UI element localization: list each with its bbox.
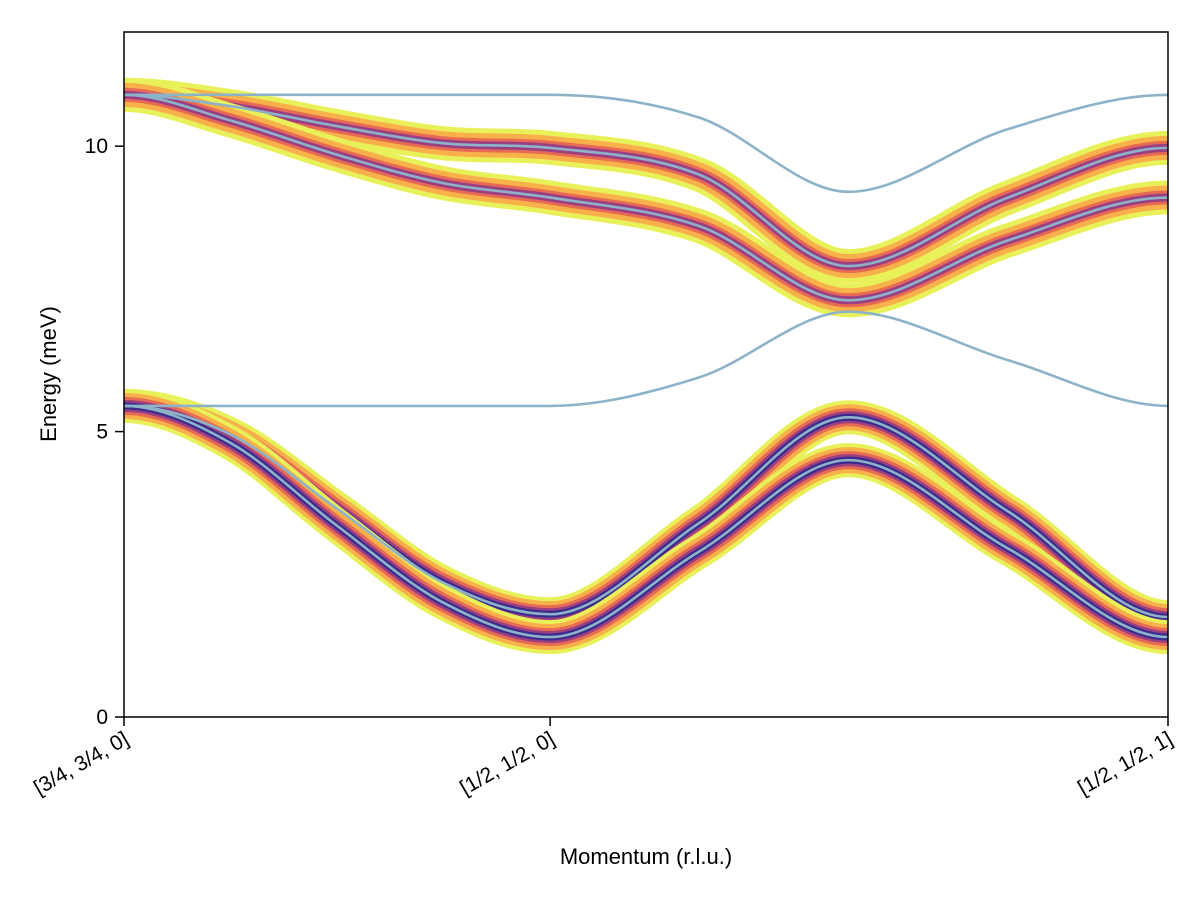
y-tick-label: 0 (96, 706, 108, 729)
dispersion-line-group (124, 93, 1168, 639)
y-tick-label: 5 (96, 421, 108, 444)
x-tick-label: [1/2, 1/2, 0] (456, 727, 559, 799)
x-axis-title: Momentum (r.l.u.) (560, 844, 732, 869)
dispersion-line-4 (124, 310, 1168, 408)
y-tick-label: 10 (85, 135, 108, 158)
plot-frame (123, 31, 1169, 718)
x-axis-ticks: [3/4, 3/4, 0] [1/2, 1/2, 0] [1/2, 1/2, 1] (30, 717, 1177, 800)
y-axis-ticks: 0 5 10 (85, 135, 124, 729)
x-tick-label: [1/2, 1/2, 1] (1074, 727, 1177, 799)
dispersion-line-3 (124, 93, 1168, 302)
dispersion-line-1 (124, 93, 1168, 194)
dispersion-line-6 (124, 404, 1168, 639)
dispersion-bands (124, 77, 1168, 655)
y-axis-title: Energy (meV) (36, 306, 61, 442)
x-tick-label: [3/4, 3/4, 0] (30, 727, 133, 799)
intensity-halo-group (124, 77, 1168, 655)
dispersion-line-5 (124, 404, 1168, 619)
dispersion-line-2 (124, 93, 1168, 268)
